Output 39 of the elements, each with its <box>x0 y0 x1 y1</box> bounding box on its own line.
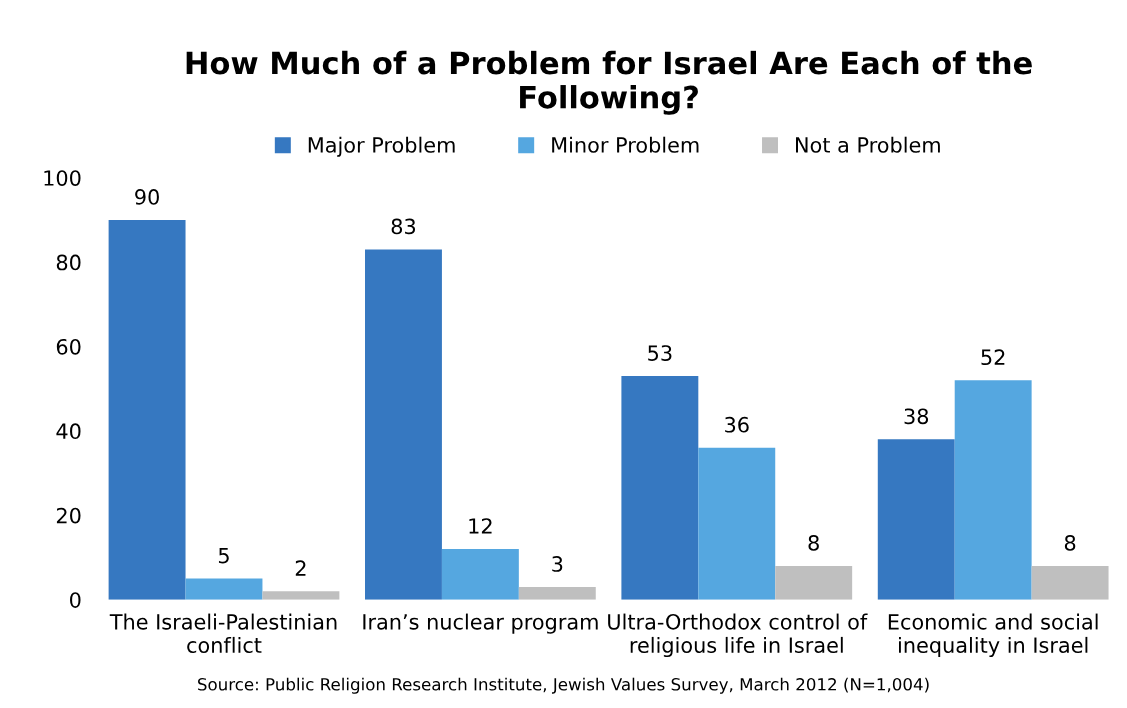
bar <box>877 439 955 600</box>
bar <box>698 447 776 600</box>
data-label: 5 <box>218 547 229 564</box>
data-label: 2 <box>295 560 306 576</box>
legend-label: Major Problem <box>308 136 455 157</box>
bar <box>262 591 340 600</box>
data-label: 12 <box>469 518 492 534</box>
x-tick-label: Iran’s nuclear program <box>363 613 598 634</box>
data-label: 53 <box>648 345 672 361</box>
x-tick-label: Economic and social inequality in Israel <box>888 613 1098 658</box>
data-label: 36 <box>725 416 749 433</box>
bar <box>108 219 186 600</box>
source-note: Source: Public Religion Research Institute, Jewish Values Survey, March 2012 (N=1,004) <box>198 677 929 694</box>
legend-label: Minor Problem <box>552 136 699 153</box>
data-label: 83 <box>391 218 416 235</box>
bar <box>621 376 699 600</box>
y-tick-label: 80 <box>56 254 81 271</box>
y-tick-label: 40 <box>56 423 81 440</box>
y-tick-label: 100 <box>44 170 81 186</box>
legend-label: Not a Problem <box>796 136 940 153</box>
y-tick-label: 20 <box>56 507 81 524</box>
bar <box>954 380 1032 600</box>
data-label: 3 <box>552 556 563 572</box>
data-label: 38 <box>904 408 929 425</box>
data-label: 8 <box>1064 535 1076 551</box>
bar <box>775 565 853 600</box>
y-tick-label: 60 <box>56 338 81 355</box>
bar <box>185 578 263 600</box>
data-label: 52 <box>981 349 1005 366</box>
x-tick-label: The Israeli-Palestinian conflict <box>109 613 337 654</box>
x-tick-label: Ultra-Orthodox control of religious life in Israel <box>608 613 868 658</box>
chart-title: How Much of a Problem for Israel Are Each of the Following? <box>186 50 1032 115</box>
data-label: 90 <box>135 189 159 205</box>
bar <box>1031 565 1109 600</box>
y-tick-label: 0 <box>70 592 81 608</box>
bar <box>441 549 519 600</box>
data-label: 8 <box>808 535 819 551</box>
bar <box>518 587 596 600</box>
bar <box>365 249 442 600</box>
